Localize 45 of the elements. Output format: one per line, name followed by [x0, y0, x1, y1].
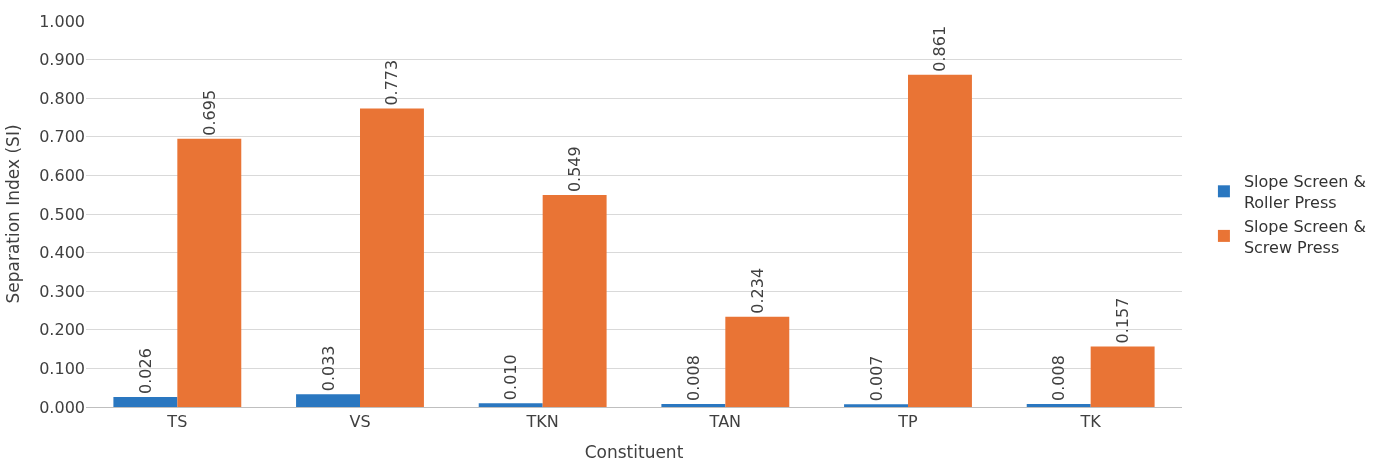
bar — [661, 403, 726, 407]
data-label: 0.861 — [930, 25, 950, 72]
x-tick-label: TS — [166, 412, 188, 432]
bar — [542, 195, 607, 407]
y-tick-label: 0.400 — [39, 243, 85, 263]
data-label: 0.033 — [318, 345, 338, 392]
y-tick-label: 0.800 — [39, 88, 85, 108]
x-tick-label: TP — [897, 412, 919, 432]
bar — [1026, 403, 1091, 407]
bar — [908, 74, 972, 407]
y-tick-label: 0.000 — [39, 397, 85, 417]
y-tick-label: 0.100 — [39, 359, 85, 378]
bar — [725, 316, 790, 407]
data-label: 0.773 — [382, 59, 402, 106]
bar — [1090, 346, 1155, 407]
data-label: 0.008 — [1049, 355, 1069, 401]
bar — [177, 138, 242, 407]
bar — [113, 396, 178, 407]
bar — [844, 404, 908, 407]
bar — [296, 394, 360, 407]
data-label: 0.695 — [199, 89, 219, 136]
y-tick-label: 0.200 — [39, 320, 85, 340]
bar — [360, 108, 424, 407]
x-axis-title: Constituent — [584, 441, 684, 462]
data-label: 0.157 — [1113, 297, 1133, 344]
y-tick-label: 0.900 — [39, 50, 85, 70]
data-label: 0.549 — [565, 146, 585, 193]
x-tick-label: TAN — [708, 412, 742, 432]
y-tick-label: 0.700 — [39, 127, 85, 147]
y-tick-label: 0.500 — [39, 204, 85, 224]
bar — [478, 403, 543, 407]
data-label: 0.007 — [866, 355, 886, 402]
data-label: 0.026 — [135, 348, 155, 394]
data-label: 0.234 — [747, 267, 767, 314]
x-tick-label: TK — [1079, 412, 1102, 432]
x-tick-label: TKN — [525, 412, 559, 432]
data-label: 0.010 — [501, 354, 521, 401]
data-label: 0.008 — [683, 355, 703, 401]
y-tick-label: 1.000 — [39, 11, 85, 31]
y-tick-label: 0.600 — [39, 166, 85, 185]
legend-label: Slope Screen & Roller Press — [1243, 172, 1366, 212]
y-tick-label: 0.300 — [39, 281, 85, 301]
legend-label: Slope Screen & Screw Press — [1243, 216, 1366, 257]
x-tick-label: VS — [349, 412, 371, 432]
y-axis-title: Separation Index (SI) — [2, 124, 23, 304]
